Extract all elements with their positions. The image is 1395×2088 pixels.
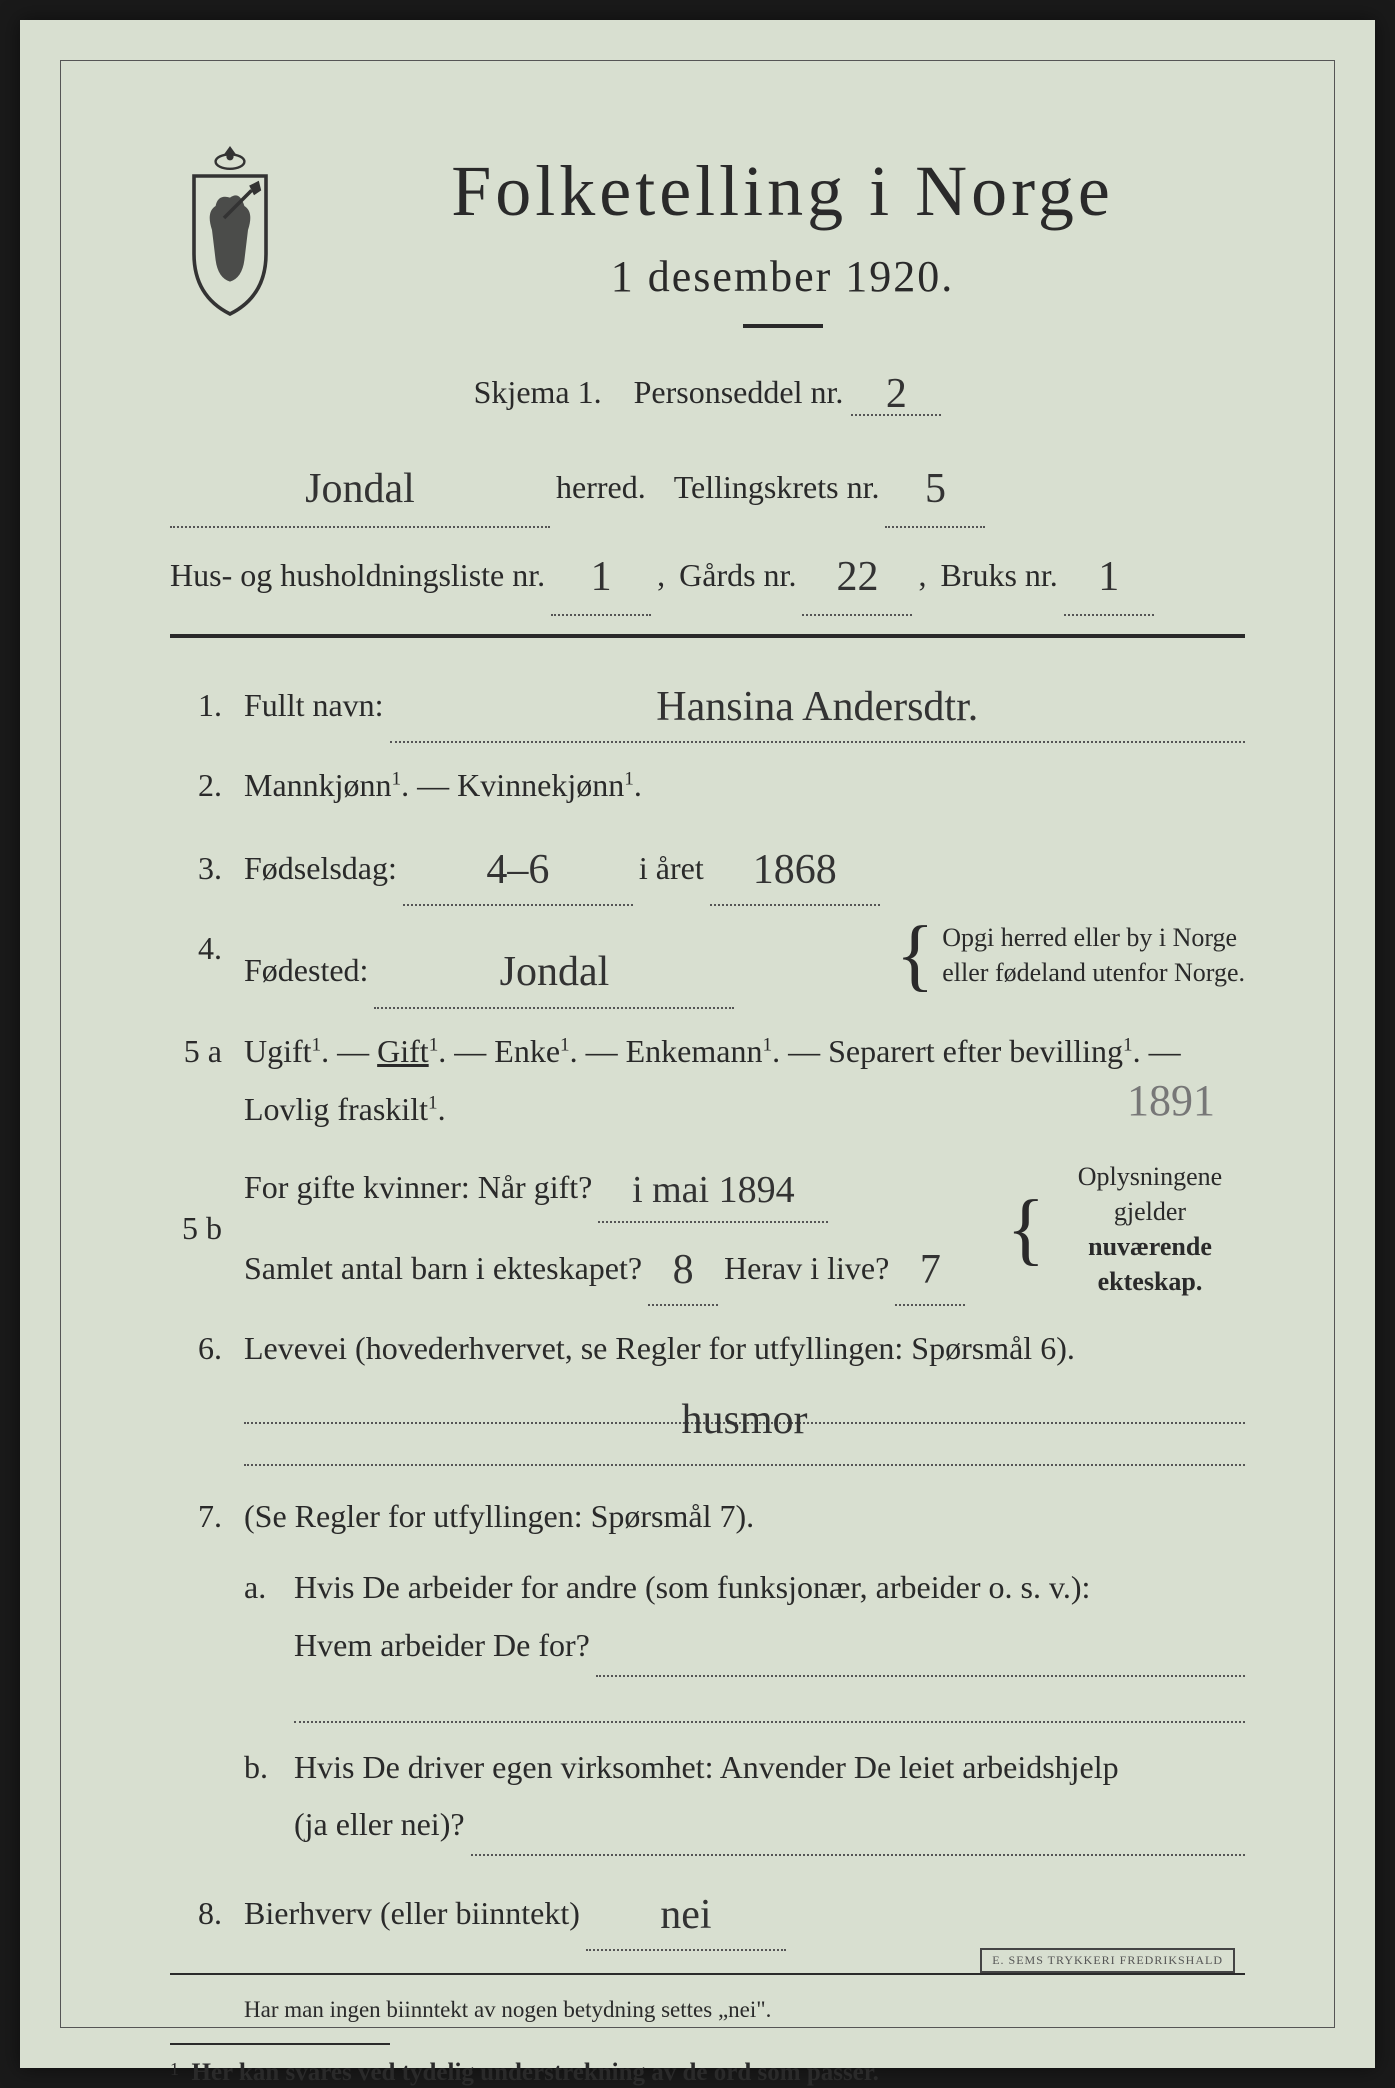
krets-value: 5 [925,450,946,530]
gard-value: 22 [836,538,878,618]
q4-value: Jondal [500,935,610,1011]
printer-mark: E. SEMS TRYKKERI FREDRIKSHALD [980,1948,1235,1973]
q5a-enke: Enke [494,1033,560,1069]
q8-value: nei [660,1878,711,1954]
husliste-value: 1 [591,538,612,618]
bruk-value: 1 [1098,538,1119,618]
q5a-gift: Gift [377,1033,429,1069]
q3-year: 1868 [753,833,837,909]
q5a-ugift: Ugift [244,1033,312,1069]
footer-note2-text: Her kan svares ved tydelig understreknin… [192,2059,879,2086]
herred-line: Jondal herred. Tellingskrets nr. 5 [170,446,1245,528]
krets-label: Tellingskrets nr. [674,457,880,518]
herred-value: Jondal [305,450,415,530]
q5b-live: 7 [920,1233,941,1309]
q6-value: husmor [682,1396,808,1444]
personseddel-nr: 2 [886,370,907,418]
footnote-rule [170,2043,390,2045]
q1-value: Hansina Andersdtr. [656,670,978,746]
herred-label: herred. [556,457,646,518]
margin-note-1891: 1891 [1127,1061,1215,1140]
footnote-marker: 1 [170,2059,179,2079]
bruk-label: Bruks nr. [940,545,1057,606]
husliste-line: Hus- og husholdningsliste nr. 1 , Gårds … [170,534,1245,616]
q3-day: 4–6 [486,833,549,909]
q5a-enkemann: Enkemann [626,1033,763,1069]
husliste-label: Hus- og husholdningsliste nr. [170,545,545,606]
q5a-num: 5 a [170,1023,244,1081]
census-form-page: Folketelling i Norge 1 desember 1920. Sk… [20,20,1375,2068]
footer-note2: 1 Her kan svares ved tydelig understrekn… [170,2059,1245,2087]
q5b-gift-value: i mai 1894 [632,1156,795,1224]
q5b-barn: 8 [673,1233,694,1309]
q5a-fraskilt: Lovlig fraskilt [244,1091,428,1127]
q5a: 5 a Ugift1. — Gift1. — Enke1. — Enkemann… [170,1023,1245,1138]
gard-label: Gårds nr. [679,545,796,606]
q5a-separert: Separert efter bevilling [828,1033,1123,1069]
